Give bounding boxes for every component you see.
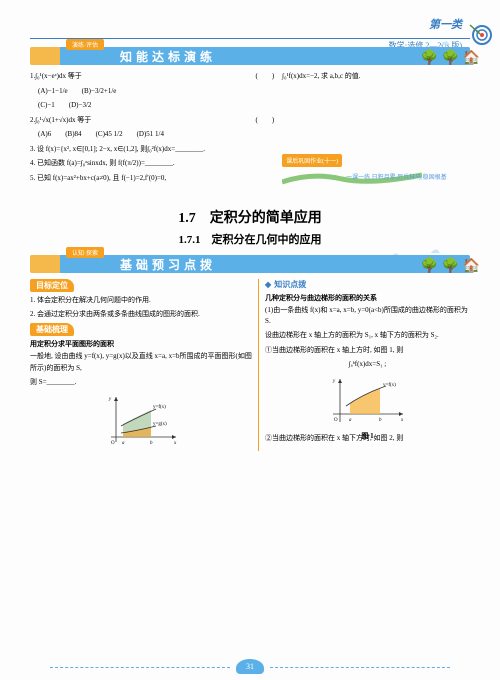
- graph-left: y=f(x) y=g(x) O a b x y: [101, 392, 181, 447]
- q2d: (D)51 1/4: [137, 129, 164, 140]
- svg-text:a: a: [349, 418, 352, 423]
- basics-header: 基础梳理: [30, 323, 74, 336]
- target-icon: [462, 20, 492, 50]
- q2-text: 2.∫₀¹√x(1+√x)dx 等于: [30, 116, 91, 124]
- vertical-divider: [258, 279, 259, 451]
- q2c: (C)45 1/2: [96, 129, 123, 140]
- page-number: 31: [236, 659, 264, 674]
- lower-left: 目标定位 1. 体会定积分在解决几何问题中的作用. 2. 会通过定积分求由两条或…: [30, 279, 252, 451]
- left-sub1: 用定积分求平面图形的面积: [30, 339, 252, 349]
- left-column: 1.∫₀¹(x−eˣ)dx 等于 ( ) (A)−1−1/e (B)−3/2+1…: [30, 71, 274, 187]
- right-sub1: 几种定积分与曲边梯形的面积的关系: [265, 293, 470, 303]
- left-p4: 则 S=________.: [30, 377, 252, 388]
- svg-text:x: x: [173, 441, 177, 446]
- left-p2: 2. 会通过定积分求由两条或多条曲线围成的图形的面积.: [30, 309, 252, 320]
- path-text: 一课一练,日积月累,厉兵秣马,稳固根基: [346, 172, 447, 181]
- svg-text:x: x: [400, 418, 404, 423]
- banner1-title: 知能达标演练: [120, 48, 216, 65]
- q1: 1.∫₀¹(x−eˣ)dx 等于 ( ): [30, 71, 274, 82]
- tree-decoration: 🌳 🌳 🏠: [421, 50, 480, 67]
- q1a: (A)−1−1/e: [38, 86, 68, 97]
- q2-options: (A)6 (B)84 (C)45 1/2 (D)51 1/4: [38, 129, 274, 140]
- banner1-small: 演练·评估: [66, 39, 104, 50]
- svg-text:y=f(x): y=f(x): [383, 383, 396, 388]
- svg-text:y: y: [332, 379, 336, 384]
- svg-text:O: O: [334, 418, 338, 423]
- q1-options: (A)−1−1/e (B)−3/2+1/e: [38, 86, 274, 97]
- right-column: ∫₀¹f(x)dx=−2, 求 a,b,c 的值. 课后巩固作业(十一) 一课一…: [282, 71, 470, 187]
- orange-box: 课后巩固作业(十一): [282, 154, 342, 167]
- svg-text:y=f(x): y=f(x): [153, 405, 166, 410]
- svg-text:y: y: [108, 397, 112, 402]
- page-footer: 31: [236, 659, 264, 674]
- q3: 3. 设 f(x)={x², x∈[0,1]; 2−x, x∈(1,2], 则∫…: [30, 144, 274, 155]
- q2: 2.∫₀¹√x(1+√x)dx 等于 ( ): [30, 115, 274, 126]
- svg-text:O: O: [111, 441, 115, 446]
- left-p1: 1. 体会定积分在解决几何问题中的作用.: [30, 295, 252, 306]
- banner-2: ☁ ☁ 认知·探索 基础预习点拨 🌳 🌳 🏠: [30, 255, 470, 273]
- right-p1: (1)由一条曲线 f(x)和 x=a, x=b, y=0(a<b)所围成的曲边梯…: [265, 305, 470, 327]
- right-formula: ∫ₐᵇf(x)dx=S₁ ;: [265, 359, 470, 370]
- q1d: (D)−3/2: [69, 100, 92, 111]
- banner2-title: 基础预习点拨: [120, 256, 216, 273]
- svg-text:y=g(x): y=g(x): [153, 422, 167, 427]
- q1-text: 1.∫₀¹(x−eˣ)dx 等于: [30, 72, 82, 80]
- header-title: 第一类: [429, 16, 462, 32]
- q5: 5. 已知 f(x)=ax²+bx+c(a≠0), 且 f(−1)=2,f′(0…: [30, 173, 274, 184]
- right-p2: 设曲边梯形在 x 轴上方的面积为 S₁, x 轴下方的面积为 S₂.: [265, 330, 470, 341]
- svg-text:a: a: [122, 441, 125, 446]
- section-h3: 1.7.1 定积分在几何中的应用: [30, 231, 470, 247]
- q1b: (B)−3/2+1/e: [82, 86, 117, 97]
- q1c: (C)−1: [38, 100, 55, 111]
- tree-decoration-2: 🌳 🌳 🏠: [421, 258, 480, 275]
- q4: 4. 已知函数 f(a)=∫₀ᵃsinxdx, 则 f(f(π/2))=____…: [30, 158, 274, 169]
- svg-text:b: b: [379, 418, 382, 423]
- banner-1: ☁ 演练·评估 知能达标演练 🌳 🌳 🏠: [30, 47, 470, 65]
- q2a: (A)6: [38, 129, 51, 140]
- fig-caption: 图 1: [328, 431, 408, 441]
- banner2-small: 认知·探索: [66, 247, 104, 258]
- right-p3: ①当曲边梯形的面积在 x 轴上方时, 如图 1, 则: [265, 345, 470, 356]
- left-p3: 一般地, 设由曲线 y=f(x), y=g(x)以及直线 x=a, x=b所围成…: [30, 351, 252, 373]
- lower-right: 知识点拨 几种定积分与曲边梯形的面积的关系 (1)由一条曲线 f(x)和 x=a…: [265, 279, 470, 451]
- qr: ∫₀¹f(x)dx=−2, 求 a,b,c 的值.: [282, 71, 470, 82]
- svg-text:b: b: [150, 441, 153, 446]
- q1-options2: (C)−1 (D)−3/2: [38, 100, 274, 111]
- target-header: 目标定位: [30, 279, 74, 292]
- q2b: (B)84: [65, 129, 81, 140]
- graph-right: y=f(x) O a b x y 图 1: [328, 374, 408, 429]
- section-title: 1.7 定积分的简单应用 1.7.1 定积分在几何中的应用: [30, 207, 470, 247]
- section-h2: 1.7 定积分的简单应用: [30, 207, 470, 227]
- knowledge-header: 知识点拨: [265, 279, 470, 290]
